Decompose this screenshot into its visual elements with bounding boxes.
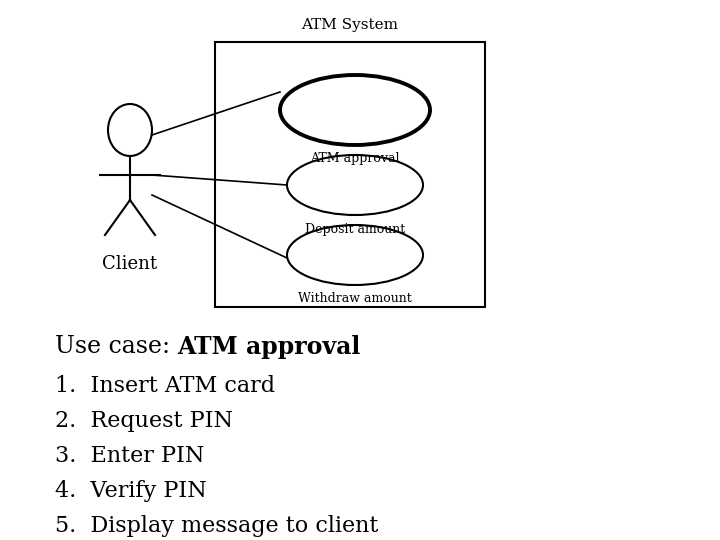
Text: Client: Client bbox=[102, 255, 158, 273]
Text: 2.  Request PIN: 2. Request PIN bbox=[55, 410, 233, 432]
Text: Use case:: Use case: bbox=[55, 335, 178, 358]
Text: 4.  Verify PIN: 4. Verify PIN bbox=[55, 480, 207, 502]
Text: ATM approval: ATM approval bbox=[310, 152, 400, 165]
Text: ATM System: ATM System bbox=[302, 18, 398, 32]
Text: Withdraw amount: Withdraw amount bbox=[298, 292, 412, 305]
Text: Deposit amount: Deposit amount bbox=[305, 223, 405, 236]
Bar bbox=[215, 42, 485, 307]
Text: 5.  Display message to client: 5. Display message to client bbox=[55, 515, 379, 537]
Text: 1.  Insert ATM card: 1. Insert ATM card bbox=[55, 375, 275, 397]
Text: ATM approval: ATM approval bbox=[178, 335, 361, 359]
Text: 3.  Enter PIN: 3. Enter PIN bbox=[55, 445, 204, 467]
